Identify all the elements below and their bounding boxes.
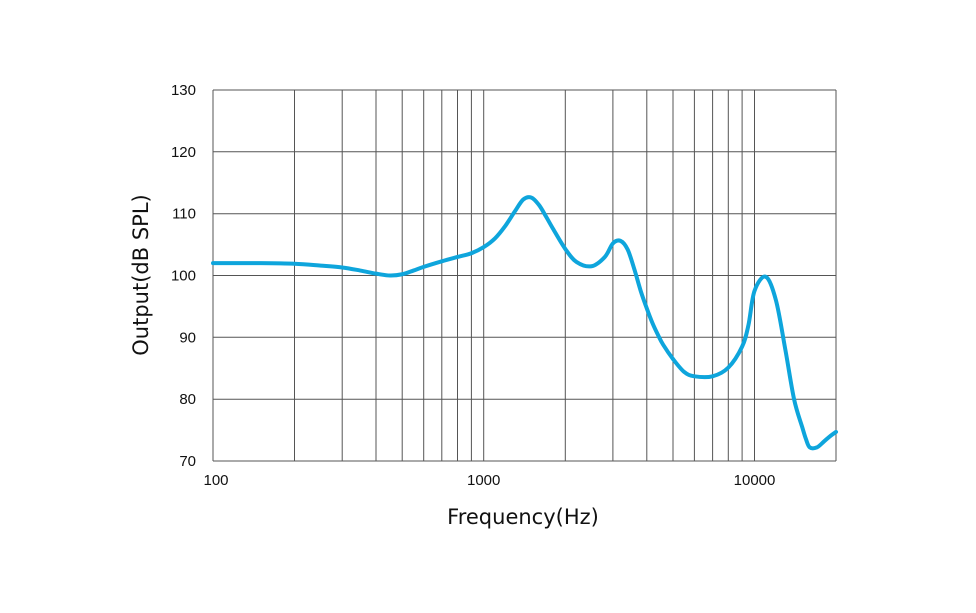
y-tick-label: 130	[171, 82, 196, 99]
y-tick-label: 120	[171, 144, 196, 161]
y-tick-label: 110	[172, 206, 196, 223]
y-tick-label: 90	[179, 329, 196, 346]
y-tick-label: 70	[179, 453, 196, 470]
x-tick-label: 100	[203, 472, 228, 489]
y-tick-label: 80	[179, 391, 196, 408]
series-line	[211, 195, 838, 451]
x-tick-label: 1000	[467, 472, 500, 489]
y-tick-labels: 70 80 90 100 110 120 130	[171, 82, 196, 470]
x-tick-label: 10000	[734, 472, 776, 489]
y-tick-label: 100	[171, 268, 196, 285]
series-layer	[211, 195, 838, 451]
x-tick-labels: 100 1000 10000	[203, 472, 775, 489]
x-axis-label: Frequency(Hz)	[447, 505, 599, 529]
y-axis-label: Output(dB SPL)	[129, 194, 153, 355]
grid	[212, 89, 837, 462]
